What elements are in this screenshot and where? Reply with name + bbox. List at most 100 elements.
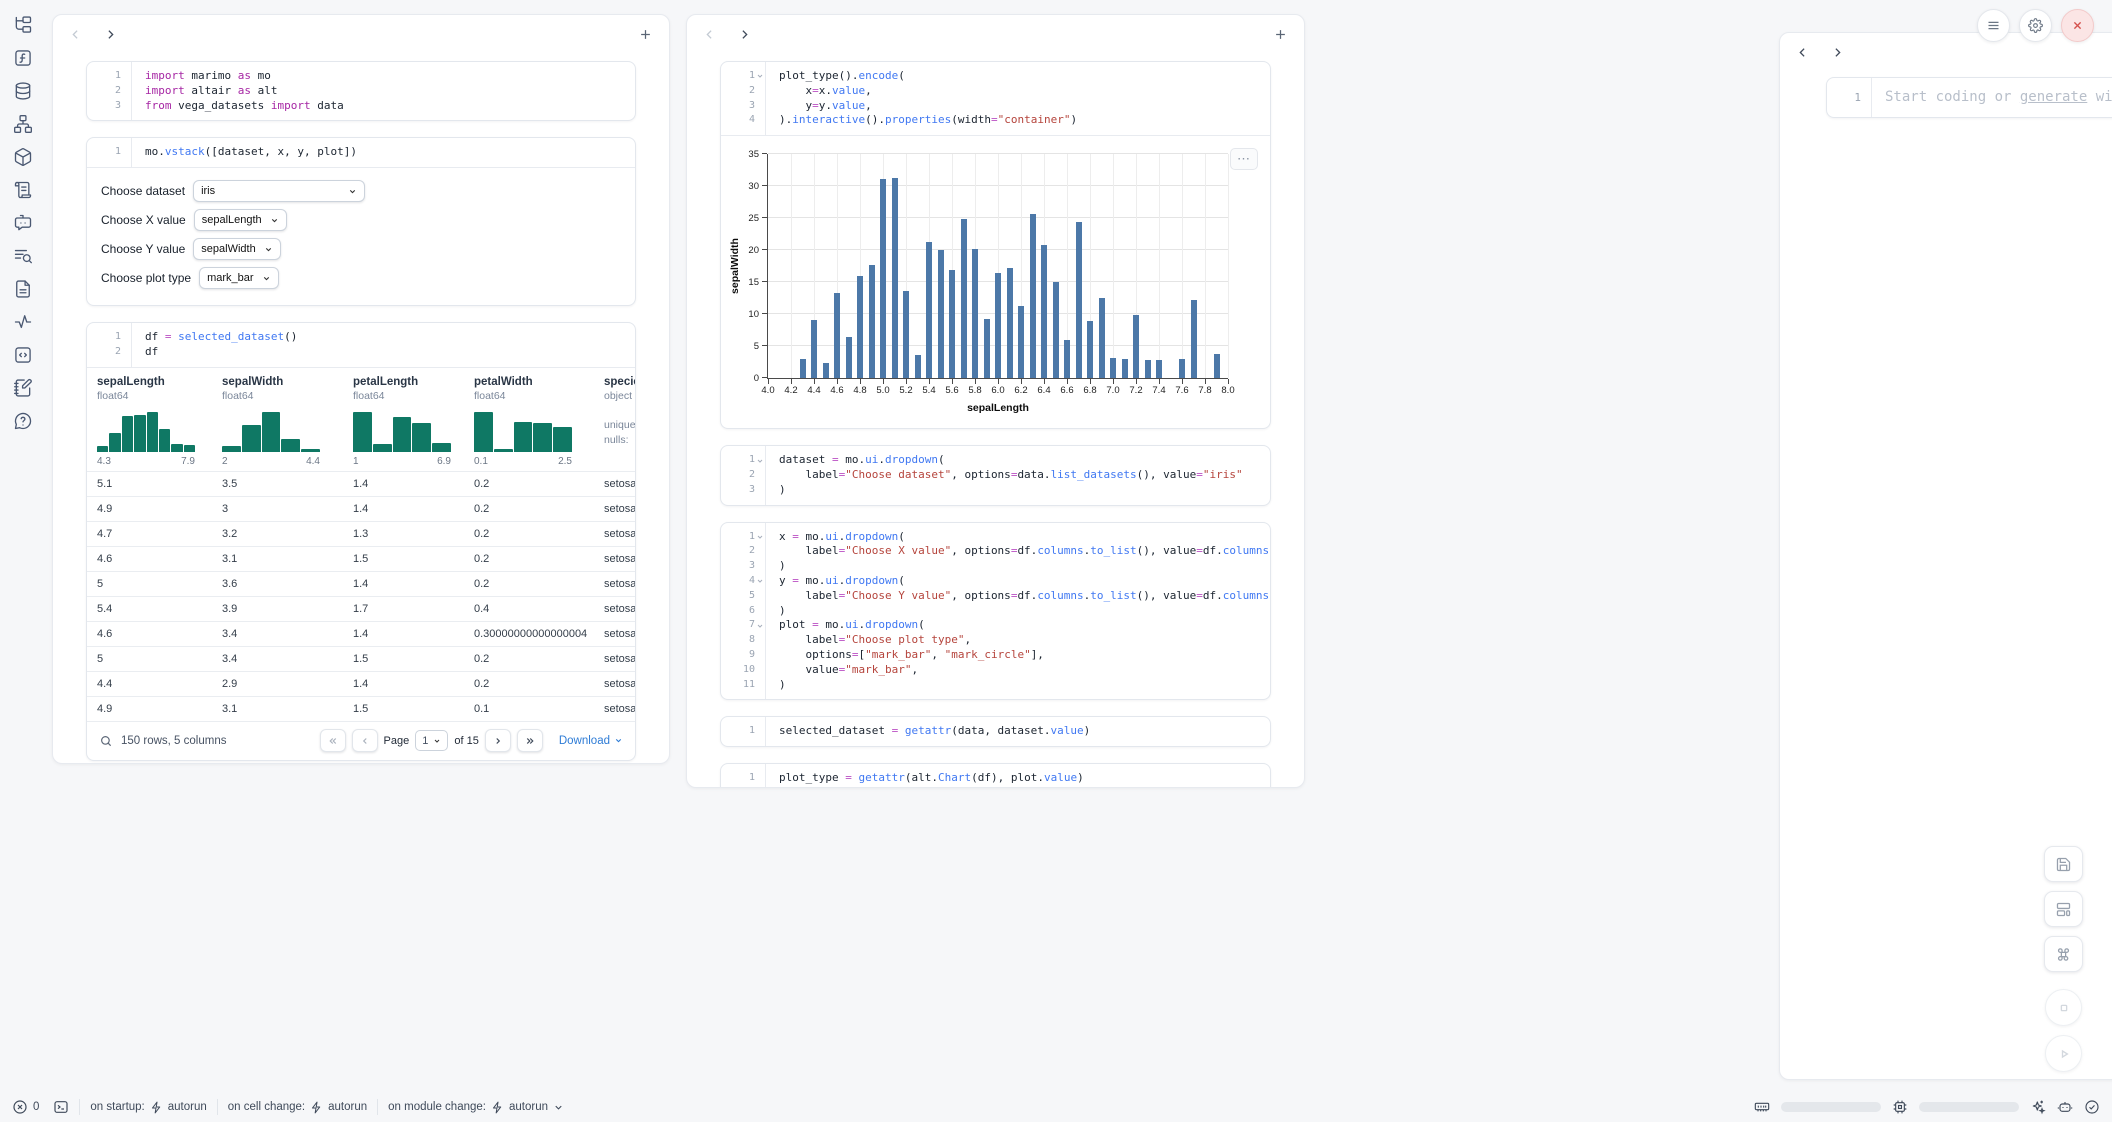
code-line[interactable]: 1selected_dataset = getattr(data, datase… [721,724,1270,739]
code-line[interactable]: 2 label="Choose dataset", options=data.l… [721,468,1270,483]
sidebar-tracing-button[interactable] [10,309,36,335]
dropdown-select[interactable]: sepalWidth [193,238,280,260]
sidebar-snippets-button[interactable] [10,342,36,368]
column-header-sepalWidth[interactable]: sepalWidthfloat6424.4 [212,368,343,472]
code-editor[interactable]: 1import marimo as mo2import altair as al… [87,62,635,120]
code-line[interactable]: 5 label="Choose Y value", options=df.col… [721,589,1270,604]
sidebar-file-tree-button[interactable] [10,12,36,38]
table-row[interactable]: 4.931.40.2setosa [87,496,635,521]
connection-status-button[interactable] [2084,1099,2100,1115]
ai-assistant-button[interactable] [2057,1099,2073,1115]
column-header-species[interactable]: speciesobjectunique:nulls: [594,368,635,472]
layout-button[interactable] [2044,891,2083,927]
sidebar-functions-button[interactable] [10,45,36,71]
code-line[interactable]: 1import marimo as mo [87,69,635,84]
code-line[interactable]: 6) [721,604,1270,619]
prev-page-button[interactable] [352,729,378,752]
sidebar-documentation-button[interactable] [10,276,36,302]
code-line[interactable]: 4).interactive().properties(width="conta… [721,113,1270,128]
code-line[interactable]: 11) [721,678,1270,693]
save-button[interactable] [2044,846,2083,882]
sidebar-packages-button[interactable] [10,144,36,170]
sidebar-scroll-button[interactable] [10,177,36,203]
sidebar-help-button[interactable] [10,408,36,434]
code-line[interactable]: 1plot_type = getattr(alt.Chart(df), plot… [721,771,1270,786]
table-row[interactable]: 5.13.51.40.2setosa [87,471,635,496]
last-page-button[interactable] [517,729,543,752]
sidebar-datasources-button[interactable] [10,78,36,104]
table-row[interactable]: 4.42.91.40.2setosa [87,671,635,696]
table-row[interactable]: 4.63.11.50.2setosa [87,546,635,571]
chart-plot-area[interactable]: 051015202530354.04.24.44.64.85.05.25.45.… [767,154,1228,379]
code-editor[interactable]: 1plot_type().encode(2 x=x.value,3 y=y.va… [721,62,1270,136]
chart-actions-button[interactable]: ⋯ [1230,148,1258,170]
fold-chevron-icon[interactable] [756,622,764,630]
runtime-config-item[interactable]: on cell change:autorun [228,1101,367,1114]
runtime-config-item[interactable]: on module change:autorun [388,1101,564,1114]
column-prev-button[interactable] [703,28,716,41]
code-line[interactable]: 3) [721,559,1270,574]
errors-indicator[interactable]: 0 [12,1099,39,1115]
code-line[interactable]: 2 x=x.value, [721,84,1270,99]
column-next-button[interactable] [1831,46,1844,59]
code-line[interactable]: 8 label="Choose plot type", [721,633,1270,648]
code-editor[interactable]: 1dataset = mo.ui.dropdown(2 label="Choos… [721,446,1270,504]
sidebar-dependency-graph-button[interactable] [10,111,36,137]
table-row[interactable]: 53.61.40.2setosa [87,571,635,596]
keyboard-shortcuts-button[interactable] [2044,936,2083,972]
code-editor[interactable]: 1 Start coding or generate with AI. [1827,78,2112,117]
add-cell-button[interactable] [638,27,653,42]
fold-chevron-icon[interactable] [756,577,764,585]
code-line[interactable]: 2import altair as alt [87,84,635,99]
table-row[interactable]: 53.41.50.2setosa [87,646,635,671]
code-editor[interactable]: 1mo.vstack([dataset, x, y, plot]) [87,138,635,168]
generate-with-ai-link[interactable]: generate [2020,89,2087,105]
add-cell-button[interactable] [1273,27,1288,42]
download-button[interactable]: Download [559,735,623,747]
column-next-button[interactable] [104,28,117,41]
settings-button[interactable] [2019,9,2052,42]
code-line[interactable]: 2 label="Choose X value", options=df.col… [721,544,1270,559]
menu-button[interactable] [1977,9,2010,42]
code-editor[interactable]: 1x = mo.ui.dropdown(2 label="Choose X va… [721,523,1270,700]
search-icon[interactable] [99,734,113,748]
code-line[interactable]: 3from vega_datasets import data [87,99,635,114]
dropdown-select[interactable]: iris [193,180,365,202]
code-line[interactable]: 1plot_type().encode( [721,69,1270,84]
code-line[interactable]: 1dataset = mo.ui.dropdown( [721,453,1270,468]
code-line[interactable]: 1mo.vstack([dataset, x, y, plot]) [87,145,635,160]
code-editor[interactable]: 1selected_dataset = getattr(data, datase… [721,717,1270,746]
dropdown-select[interactable]: sepalLength [194,209,287,231]
fold-chevron-icon[interactable] [756,72,764,80]
code-line[interactable]: 4y = mo.ui.dropdown( [721,574,1270,589]
run-button[interactable] [2045,1035,2082,1072]
code-line[interactable]: 2df [87,345,635,360]
sidebar-chat-button[interactable] [10,210,36,236]
table-row[interactable]: 4.63.41.40.30000000000000004setosa [87,621,635,646]
column-header-petalWidth[interactable]: petalWidthfloat640.12.5 [464,368,594,472]
code-line[interactable]: 3 y=y.value, [721,99,1270,114]
column-prev-button[interactable] [69,28,82,41]
runtime-config-item[interactable]: on startup:autorun [90,1101,206,1114]
dropdown-select[interactable]: mark_bar [199,267,278,289]
sidebar-scratchpad-button[interactable] [10,375,36,401]
sidebar-logs-button[interactable] [10,243,36,269]
fold-chevron-icon[interactable] [756,533,764,541]
code-editor[interactable]: 1df = selected_dataset()2df [87,323,635,368]
close-button[interactable] [2061,9,2094,42]
table-row[interactable]: 4.73.21.30.2setosa [87,521,635,546]
fold-chevron-icon[interactable] [756,457,764,465]
first-page-button[interactable] [320,729,346,752]
code-editor[interactable]: 1plot_type = getattr(alt.Chart(df), plot… [721,764,1270,788]
page-select[interactable]: 1 [415,730,448,751]
stop-button[interactable] [2045,989,2082,1026]
column-prev-button[interactable] [1796,46,1809,59]
code-line[interactable]: 9 options=["mark_bar", "mark_circle"], [721,648,1270,663]
column-header-petalLength[interactable]: petalLengthfloat6416.9 [343,368,464,472]
next-page-button[interactable] [485,729,511,752]
code-line[interactable]: 3) [721,483,1270,498]
code-line[interactable]: 10 value="mark_bar", [721,663,1270,678]
code-line[interactable]: 7plot = mo.ui.dropdown( [721,618,1270,633]
terminal-button[interactable] [53,1099,69,1115]
column-next-button[interactable] [738,28,751,41]
